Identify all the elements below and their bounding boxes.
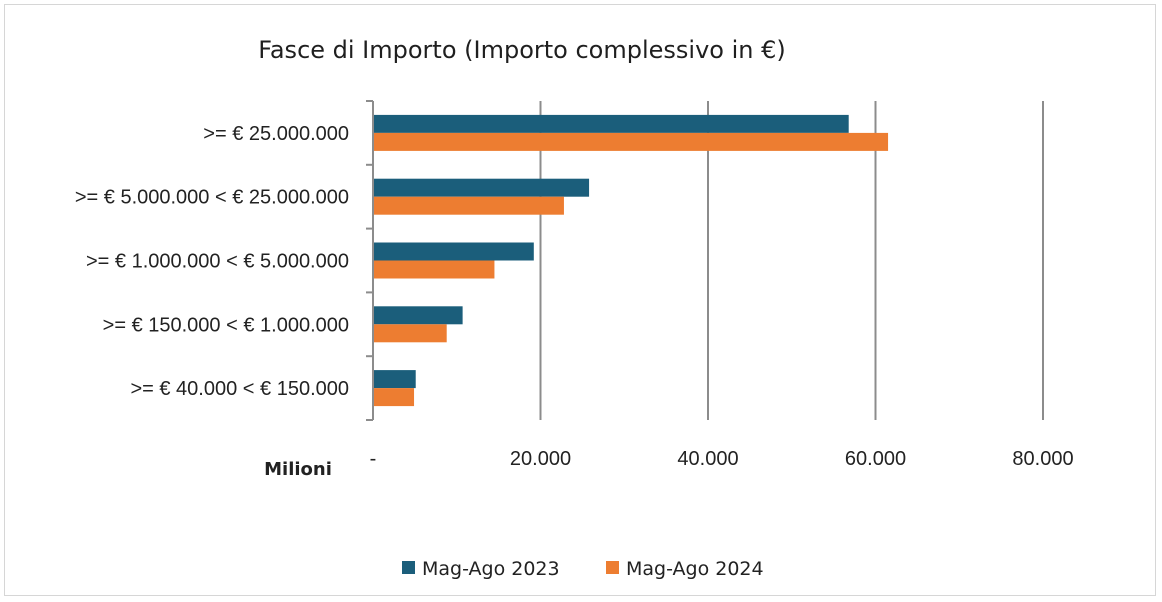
- bar: [373, 132, 889, 151]
- bar: [373, 178, 590, 197]
- legend-swatch: [606, 561, 619, 574]
- x-tick-label: 20.000: [510, 448, 571, 470]
- x-axis: - 20.000 40.000 60.000 80.000: [370, 448, 1074, 470]
- bar: [373, 242, 534, 261]
- category-label: >= € 150.000 < € 1.000.000: [103, 314, 349, 336]
- x-tick-label: 60.000: [845, 448, 906, 470]
- category-label: >= € 25.000.000: [203, 123, 349, 145]
- bar: [373, 370, 416, 389]
- category-label: >= € 1.000.000 < € 5.000.000: [86, 251, 349, 273]
- bar: [373, 306, 463, 325]
- category-label: >= € 5.000.000 < € 25.000.000: [75, 187, 349, 209]
- x-tick-label: 40.000: [677, 448, 738, 470]
- bars-group: [373, 114, 889, 407]
- bar: [373, 114, 849, 133]
- unit-label: Milioni: [264, 459, 332, 480]
- legend-label: Mag-Ago 2024: [626, 558, 764, 580]
- gridlines: [539, 101, 1044, 420]
- x-tick-label: -: [370, 448, 377, 470]
- x-tick-label: 80.000: [1012, 448, 1073, 470]
- y-axis: >= € 25.000.000 >= € 5.000.000 < € 25.000…: [75, 100, 374, 421]
- legend: Mag-Ago 2023 Mag-Ago 2024: [402, 558, 764, 580]
- chart-frame: [4, 4, 1156, 596]
- chart-title: Fasce di Importo (Importo complessivo in…: [258, 36, 785, 64]
- bar: [373, 260, 495, 279]
- legend-label: Mag-Ago 2023: [422, 558, 560, 580]
- bar: [373, 324, 447, 343]
- category-label: >= € 40.000 < € 150.000: [130, 378, 349, 400]
- bar: [373, 388, 415, 407]
- legend-swatch: [402, 561, 415, 574]
- bar: [373, 196, 564, 215]
